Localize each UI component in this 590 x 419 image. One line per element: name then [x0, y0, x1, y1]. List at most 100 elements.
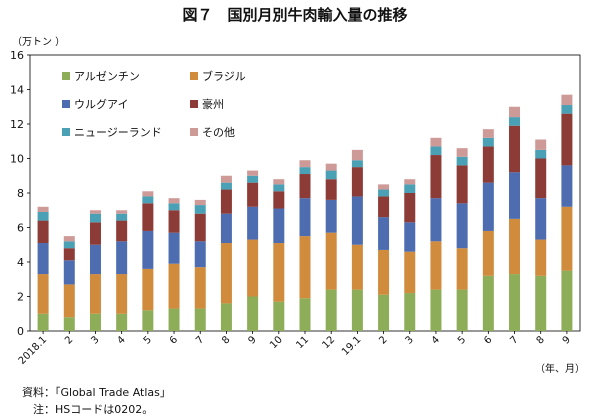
x-tick-label: 3: [89, 334, 101, 346]
bar-segment: [194, 205, 206, 214]
bar-segment: [89, 244, 101, 275]
bar-segment: [247, 170, 259, 176]
bar-segment: [220, 175, 232, 183]
bar-segment: [168, 232, 180, 264]
bar-segment: [404, 222, 416, 252]
y-tick-label: 10: [10, 153, 24, 166]
legend-swatch: [62, 72, 70, 80]
bar-segment: [273, 191, 285, 209]
x-tick-label: 2018.1: [17, 334, 50, 367]
x-tick-label: 8: [535, 334, 547, 346]
bar-segment: [37, 243, 49, 275]
bar-segment: [456, 203, 468, 249]
bar-segment: [299, 167, 311, 175]
bar-segment: [168, 210, 180, 233]
bar-segment: [325, 163, 337, 171]
bar-segment: [561, 113, 573, 166]
bar-segment: [89, 213, 101, 223]
bar-segment: [37, 220, 49, 244]
bar-segment: [430, 146, 442, 156]
bar-segment: [325, 179, 337, 200]
bar-segment: [142, 203, 154, 231]
bar-segment: [378, 196, 390, 218]
x-tick-label: 7: [508, 334, 520, 346]
bar-segment: [63, 248, 75, 261]
x-tick-label: 2: [63, 334, 75, 346]
x-tick-label: 7: [194, 334, 206, 346]
bar-segment: [63, 241, 75, 249]
bar-segment: [89, 313, 101, 331]
legend-swatch: [190, 100, 198, 108]
bar-segment: [535, 198, 547, 240]
bar-segment: [561, 105, 573, 114]
bar-segment: [561, 165, 573, 207]
x-tick-label: 11: [294, 334, 311, 351]
bar-segment: [456, 289, 468, 331]
bar-segment: [509, 125, 521, 173]
legend-label: その他: [202, 126, 235, 139]
bar-segment: [456, 148, 468, 157]
x-tick-label: 2: [377, 334, 389, 346]
source-note: 資料：「Global Trade Atlas」: [22, 386, 171, 399]
chart-title: 図７ 国別月別牛肉輸入量の推移: [182, 6, 408, 24]
y-tick-label: 0: [17, 325, 24, 338]
bar-segment: [351, 244, 363, 290]
bar-segment: [37, 313, 49, 331]
bar-segment: [509, 117, 521, 126]
x-tick-label: 4: [430, 334, 442, 346]
bar-segment: [142, 230, 154, 269]
bar-segment: [378, 217, 390, 250]
bar-segment: [168, 263, 180, 309]
legend-swatch: [62, 100, 70, 108]
bar-segment: [220, 303, 232, 331]
bar-segment: [273, 179, 285, 185]
y-tick-label: 14: [10, 84, 24, 97]
bar-segment: [482, 129, 494, 138]
bar-segment: [351, 160, 363, 168]
bar-segment: [404, 179, 416, 185]
bar-segment: [37, 206, 49, 212]
bar-segment: [430, 289, 442, 331]
bar-segment: [273, 301, 285, 331]
bar-segment: [142, 310, 154, 331]
bar-segment: [535, 158, 547, 199]
bar-segment: [273, 184, 285, 192]
x-axis-unit-label: （年、月）: [535, 362, 585, 375]
bar-segment: [168, 198, 180, 204]
bar-segment: [37, 274, 49, 314]
bar-segment: [194, 308, 206, 331]
bar-segment: [63, 260, 75, 285]
bar-segment: [63, 236, 75, 242]
bar-segment: [535, 139, 547, 150]
bar-segment: [325, 199, 337, 233]
x-tick-label: 19.1: [340, 334, 364, 358]
x-tick-label: 5: [142, 334, 154, 346]
bar-segment: [351, 167, 363, 197]
x-tick-label: 3: [404, 334, 416, 346]
bar-segment: [142, 196, 154, 204]
legend-swatch: [190, 128, 198, 136]
x-tick-label: 6: [482, 334, 494, 346]
bar-segment: [273, 208, 285, 244]
x-tick-label: 6: [168, 334, 180, 346]
bar-segment: [325, 170, 337, 180]
bar-segment: [535, 275, 547, 331]
bar-segment: [116, 220, 128, 242]
bar-segment: [482, 146, 494, 183]
y-tick-label: 8: [17, 187, 24, 200]
bar-segment: [404, 251, 416, 294]
y-tick-label: 2: [17, 291, 24, 304]
x-tick-label: 5: [456, 334, 468, 346]
bar-segment: [142, 268, 154, 311]
bar-segment: [325, 289, 337, 331]
bar-segment: [168, 308, 180, 331]
bar-segment: [63, 317, 75, 331]
bar-segment: [482, 275, 494, 331]
bar-segment: [430, 198, 442, 242]
legend-label: ブラジル: [202, 69, 246, 83]
bar-segment: [37, 211, 49, 221]
y-axis-unit-label: （万トン ）: [12, 37, 66, 48]
bar-segment: [561, 206, 573, 271]
